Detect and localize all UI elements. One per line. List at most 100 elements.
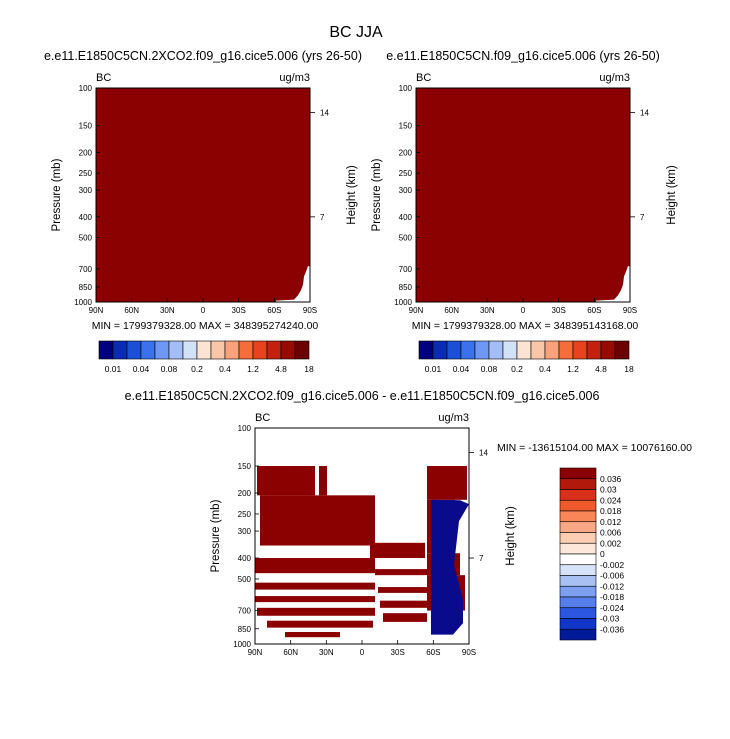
positive-anomaly-band [293,466,303,494]
colorbar-label: 0.08 [161,364,178,374]
x-tick-label: 30N [160,306,175,315]
field-shading [96,88,310,302]
y-tick-label: 400 [79,213,93,222]
panel-title: e.e11.E1850C5CN.f09_g16.cice5.006 (yrs 2… [386,49,660,63]
colorbar-cell [502,340,518,360]
positive-anomaly-band [383,613,427,622]
colorbar-cell [558,340,574,360]
colorbar-label: -0.002 [600,560,624,570]
colorbar-label: 0.012 [600,517,622,527]
colorbar-label: 0.4 [219,364,231,374]
units-label: ug/m3 [438,412,469,424]
x-tick-label: 30S [552,306,566,315]
colorbar-label: -0.024 [600,603,624,613]
colorbar-label: 0.01 [425,364,442,374]
positive-anomaly-band [285,632,340,638]
x-tick-label: 0 [521,306,526,315]
y-tick-label: 850 [238,625,252,634]
x-tick-label: 90N [409,306,424,315]
x-tick-label: 30S [391,648,405,657]
panel-title: e.e11.E1850C5CN.2XCO2.f09_g16.cice5.006 … [125,389,600,403]
colorbar-cell [168,340,184,360]
units-label: ug/m3 [599,72,630,84]
colorbar-label: 0.04 [453,364,470,374]
y-tick-label: 300 [399,186,413,195]
y-tick-label: 100 [238,424,252,433]
y-right-axis-title: Height (km) [505,506,517,566]
colorbar-label: -0.018 [600,592,624,602]
colorbar-label: -0.03 [600,614,620,624]
x-tick-label: 30S [232,306,246,315]
x-tick-label: 0 [360,648,365,657]
height-tick-label: 7 [320,213,325,222]
colorbar-cell [559,532,597,544]
colorbar-cell [559,618,597,630]
positive-anomaly-band [267,620,373,628]
colorbar-cell [98,340,114,360]
y-tick-label: 400 [399,213,413,222]
colorbar-label: 1.2 [567,364,579,374]
height-tick-label: 7 [640,213,645,222]
positive-anomaly-band [255,596,375,603]
y-tick-label: 850 [79,283,93,292]
colorbar-label: -0.036 [600,624,624,634]
minmax-text: MIN = -13615104.00 MAX = 10076160.00 [497,442,692,454]
positive-anomaly-band [260,495,375,546]
colorbar-cell [559,575,597,587]
positive-anomaly-band [255,582,375,590]
y-tick-label: 150 [238,462,252,471]
colorbar-cell [112,340,128,360]
positive-anomaly-band [319,466,327,496]
x-tick-label: 60S [267,306,281,315]
colorbar-cell [154,340,170,360]
y-tick-label: 300 [79,186,93,195]
colorbar-label: 0.04 [133,364,150,374]
colorbar-cell [559,467,597,480]
colorbar-cell [559,510,597,523]
panel-bottom-difference: e.e11.E1850C5CN.2XCO2.f09_g16.cice5.006 … [125,389,693,657]
missing-data-area [276,266,310,302]
figure-title: BC JJA [329,24,383,41]
y-tick-label: 150 [79,122,93,131]
x-tick-label: 60N [444,306,459,315]
colorbar-cell [252,340,268,360]
colorbar-label: 0 [600,549,605,559]
colorbar-cell [418,340,434,360]
colorbar-label: 0.006 [600,528,622,538]
y-axis-title: Pressure (mb) [371,158,383,231]
panel-title: e.e11.E1850C5CN.2XCO2.f09_g16.cice5.006 … [44,49,362,63]
colorbar-cell [559,521,597,533]
colorbar-label: 0.2 [191,364,203,374]
y-right-axis-title: Height (km) [666,165,678,225]
x-tick-label: 60S [587,306,601,315]
y-tick-label: 700 [79,265,93,274]
x-tick-label: 90N [248,648,263,657]
negative-anomaly-region [431,499,469,635]
x-tick-label: 90S [462,648,476,657]
y-axis-title: Pressure (mb) [51,158,63,231]
colorbar-label: -0.012 [600,581,624,591]
colorbar-label: 1.2 [247,364,259,374]
y-tick-label: 200 [238,489,252,498]
colorbar-cell [196,340,212,360]
x-tick-label: 30N [319,648,334,657]
y-tick-label: 250 [79,169,93,178]
y-right-axis-title: Height (km) [346,165,358,225]
colorbar-cell [559,499,597,512]
y-tick-label: 500 [399,234,413,243]
missing-data-area [596,266,630,302]
colorbar-cell [488,340,504,360]
height-tick-label: 14 [479,449,488,458]
y-tick-label: 1000 [74,298,92,307]
colorbar-cell [559,564,597,576]
colorbar-label: 18 [624,364,634,374]
colorbar-cell [559,596,597,609]
y-tick-label: 700 [399,265,413,274]
y-tick-label: 1000 [233,640,251,649]
colorbar-label: 0.08 [481,364,498,374]
positive-anomaly-band [257,607,375,616]
colorbar-cell [516,340,532,360]
positive-anomaly-band [375,569,430,576]
colorbar-cell [559,628,597,641]
